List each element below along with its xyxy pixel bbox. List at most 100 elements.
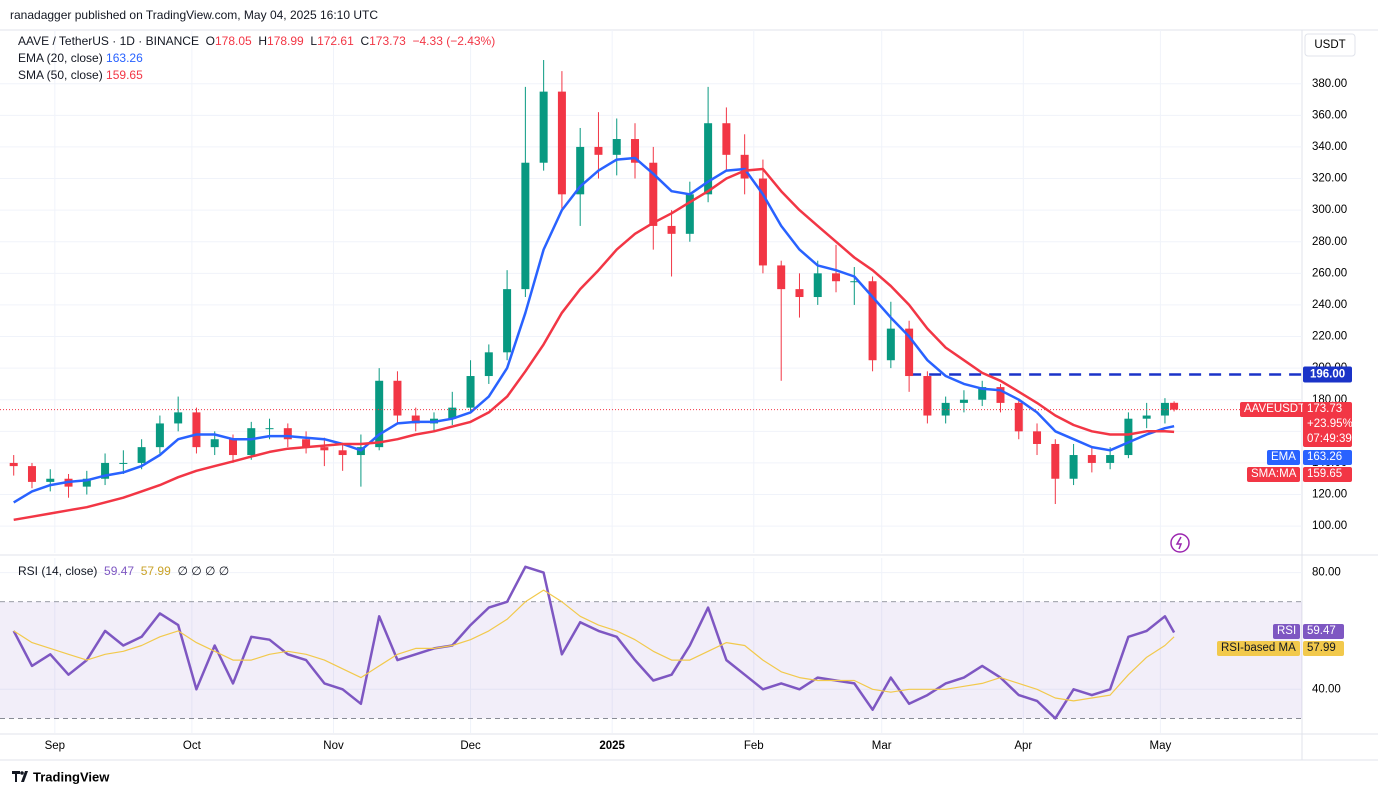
candle-body xyxy=(996,387,1005,403)
x-tick-label: Mar xyxy=(872,740,892,752)
symbol-row: AAVE / TetherUS · 1D · BINANCE O178.05 H… xyxy=(18,33,495,50)
candle-body xyxy=(1014,402,1023,432)
series-tag: EMA xyxy=(1267,449,1300,465)
sma-row: SMA (50, close) 159.65 xyxy=(18,67,495,84)
x-tick-label: Dec xyxy=(460,740,481,752)
candle-body xyxy=(1051,443,1060,479)
x-tick-label: Apr xyxy=(1014,740,1032,752)
currency: USDT xyxy=(1314,39,1345,51)
rsi-legend: RSI (14, close) 59.47 57.99 ∅ ∅ ∅ ∅ xyxy=(18,563,229,580)
x-tick-label: Sep xyxy=(45,740,65,752)
open: 178.05 xyxy=(214,34,252,48)
ema-value: 163.26 xyxy=(106,51,143,65)
logo-dot xyxy=(20,771,24,775)
candle-body xyxy=(886,328,895,361)
publish-line: ranadagger published on TradingView.com,… xyxy=(10,8,379,22)
candle-body xyxy=(740,154,749,179)
y-tick-label: 260.00 xyxy=(1312,267,1347,279)
candle-body xyxy=(265,428,274,430)
y-tick-label: 320.00 xyxy=(1312,173,1347,185)
level-tag xyxy=(1303,366,1352,383)
rsi-value-tag-text: 59.47 xyxy=(1307,625,1336,638)
y-tick-label: 300.00 xyxy=(1312,204,1347,216)
x-tick-label: Feb xyxy=(744,740,764,752)
candle-body xyxy=(1106,455,1115,463)
ema-name: EMA (20, close) xyxy=(18,51,103,65)
ma-line xyxy=(13,156,1175,504)
rsi-band xyxy=(0,601,1302,719)
rsi-value-tag-text: 57.99 xyxy=(1307,642,1336,655)
change: −4.33 (−2.43%) xyxy=(412,34,496,48)
candle-body xyxy=(685,194,694,234)
candle-body xyxy=(411,415,420,424)
ticker-tag-text: AAVEUSDT xyxy=(1244,402,1306,415)
candle-body xyxy=(959,399,968,403)
ohlc-letter: H xyxy=(258,34,268,48)
series-tag-text: EMA xyxy=(1271,450,1296,463)
ma-line xyxy=(13,167,1175,522)
logo-mark xyxy=(12,771,28,782)
y-tick-label: 360.00 xyxy=(1312,109,1347,121)
rsi-tag-text: RSI xyxy=(1277,625,1297,638)
series-value-tag: 163.26 xyxy=(1303,449,1352,465)
symbol: AAVE / TetherUS · 1D · BINANCE xyxy=(18,34,199,48)
close: 173.73 xyxy=(369,34,406,48)
candle-body xyxy=(503,289,512,353)
main-legend: AAVE / TetherUS · 1D · BINANCE O178.05 H… xyxy=(18,33,495,84)
series-tag-text: SMA:MA xyxy=(1251,467,1297,480)
series-value-tag-text: 159.65 xyxy=(1307,467,1343,480)
ohlc-letter: C xyxy=(360,34,370,48)
candle-body xyxy=(155,423,164,448)
candle-body xyxy=(82,478,91,487)
last-price-tag-text: +23.95% xyxy=(1307,417,1353,430)
candle-body xyxy=(375,380,384,448)
rsi-value: 59.47 xyxy=(104,564,135,578)
candle-body xyxy=(813,273,822,298)
brand-logo xyxy=(12,771,28,782)
last-price-tag: 173.73 +23.95% 07:49:39 xyxy=(1303,401,1353,447)
rsi-line xyxy=(13,589,1175,702)
candle-body xyxy=(228,439,237,456)
candle-body xyxy=(338,450,347,456)
x-tick-label: Nov xyxy=(323,740,344,752)
brand: TradingView xyxy=(33,769,110,784)
alert-icon-bolt xyxy=(1175,536,1183,550)
candle-body xyxy=(119,462,128,464)
candle-body xyxy=(667,225,676,234)
candle-body xyxy=(283,428,292,440)
currency-box[interactable] xyxy=(1304,33,1356,57)
candle-body xyxy=(448,407,457,419)
candle-body xyxy=(704,123,713,195)
candle-body xyxy=(393,380,402,416)
level-label: 196.00 xyxy=(1310,368,1345,380)
candle-body xyxy=(484,352,493,377)
candle-body xyxy=(247,428,256,456)
candle-body xyxy=(758,178,767,266)
candle-body xyxy=(722,123,731,155)
alert-icon[interactable] xyxy=(1170,533,1190,553)
candle-body xyxy=(521,162,530,290)
rsi-tag-text: RSI-based MA xyxy=(1221,642,1296,655)
rsi-line xyxy=(12,565,1176,720)
y-tick-label: 220.00 xyxy=(1312,331,1347,343)
candle-body xyxy=(210,439,219,448)
marks xyxy=(0,60,1302,720)
rsi-title: RSI (14, close) xyxy=(18,564,98,578)
ohlc-letter: L xyxy=(310,34,318,48)
candle-body xyxy=(1033,431,1042,444)
series-value-tag: 159.65 xyxy=(1303,466,1352,482)
y-tick-label: 380.00 xyxy=(1312,78,1347,90)
axis-labels: Sep Oct Nov Dec 2025 Feb Mar Apr May 100.00 120.00… xyxy=(45,78,1352,752)
y-tick-label: 340.00 xyxy=(1312,141,1347,153)
candle-body xyxy=(978,387,987,400)
series-tag: SMA:MA xyxy=(1247,466,1301,482)
rsi-tick-label: 40.00 xyxy=(1312,683,1341,695)
candle-body xyxy=(795,289,804,298)
candle-body xyxy=(631,139,640,163)
x-tick-label: 2025 xyxy=(599,740,625,752)
candle-body xyxy=(923,376,932,416)
x-tick-label: Oct xyxy=(183,740,202,752)
sma-value: 159.65 xyxy=(106,68,143,82)
